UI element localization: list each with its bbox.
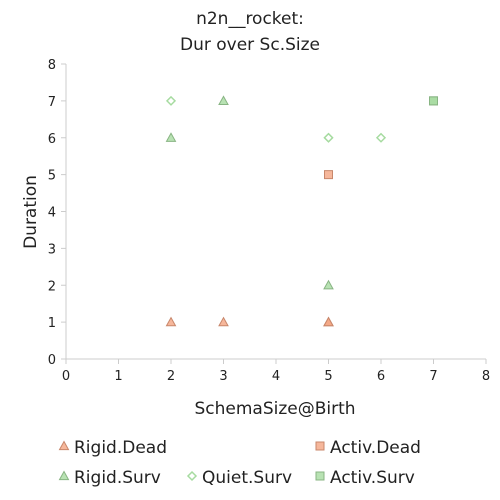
y-axis-label: Duration xyxy=(21,175,41,249)
point-quiet-surv xyxy=(165,95,177,106)
x-tick-label: 7 xyxy=(429,369,437,384)
y-tick-label: 4 xyxy=(48,206,56,221)
point-activ-dead xyxy=(324,170,333,180)
legend-marker xyxy=(58,440,70,451)
y-tick-label: 2 xyxy=(48,279,56,294)
x-tick-label: 2 xyxy=(167,369,175,384)
chart-title-line-2: Dur over Sc.Size xyxy=(180,35,320,55)
point-activ-surv xyxy=(429,96,438,106)
y-tick-label: 8 xyxy=(48,58,56,73)
legend-label: Activ.Surv xyxy=(330,468,415,488)
point-quiet-surv xyxy=(375,132,387,143)
x-axis-label: SchemaSize@Birth xyxy=(194,399,355,419)
data-points xyxy=(165,95,438,327)
legend-label: Rigid.Surv xyxy=(74,468,161,488)
x-tick-label: 4 xyxy=(272,369,280,384)
point-rigid-surv xyxy=(323,279,334,290)
legend-marker xyxy=(315,441,325,451)
legend-label: Activ.Dead xyxy=(330,438,421,458)
y-tick-label: 1 xyxy=(48,316,56,331)
x-tick-label: 6 xyxy=(377,369,385,384)
x-tick-label: 1 xyxy=(114,369,122,384)
point-rigid-dead xyxy=(323,316,334,327)
y-tick-label: 0 xyxy=(48,353,56,368)
y-tick-label: 3 xyxy=(48,242,56,257)
legend-marker xyxy=(58,470,70,481)
legend-label: Quiet.Surv xyxy=(202,468,292,488)
ticks: 0 1 2 3 4 5 6 7 8 0 1 2 3 4 5 6 7 8 xyxy=(48,58,490,384)
legend-marker xyxy=(315,471,325,481)
y-tick-label: 6 xyxy=(48,132,56,147)
point-rigid-surv xyxy=(165,132,177,142)
y-tick-label: 7 xyxy=(48,95,56,110)
x-tick-label: 5 xyxy=(324,369,332,384)
x-tick-label: 8 xyxy=(482,369,490,384)
legend-marker xyxy=(186,470,198,482)
y-tick-label: 5 xyxy=(48,169,56,184)
point-rigid-surv xyxy=(218,95,229,105)
axes xyxy=(65,64,486,360)
point-rigid-dead xyxy=(218,316,229,327)
point-rigid-dead xyxy=(165,316,177,327)
x-tick-label: 3 xyxy=(219,369,227,384)
legend: Rigid.Dead Activ.Dead Rigid.Surv Quiet.Surv… xyxy=(58,438,421,488)
legend-label: Rigid.Dead xyxy=(74,438,167,458)
point-quiet-surv xyxy=(323,132,334,143)
x-tick-label: 0 xyxy=(62,369,70,384)
chart-title-line-1: n2n__rocket: xyxy=(196,9,304,29)
